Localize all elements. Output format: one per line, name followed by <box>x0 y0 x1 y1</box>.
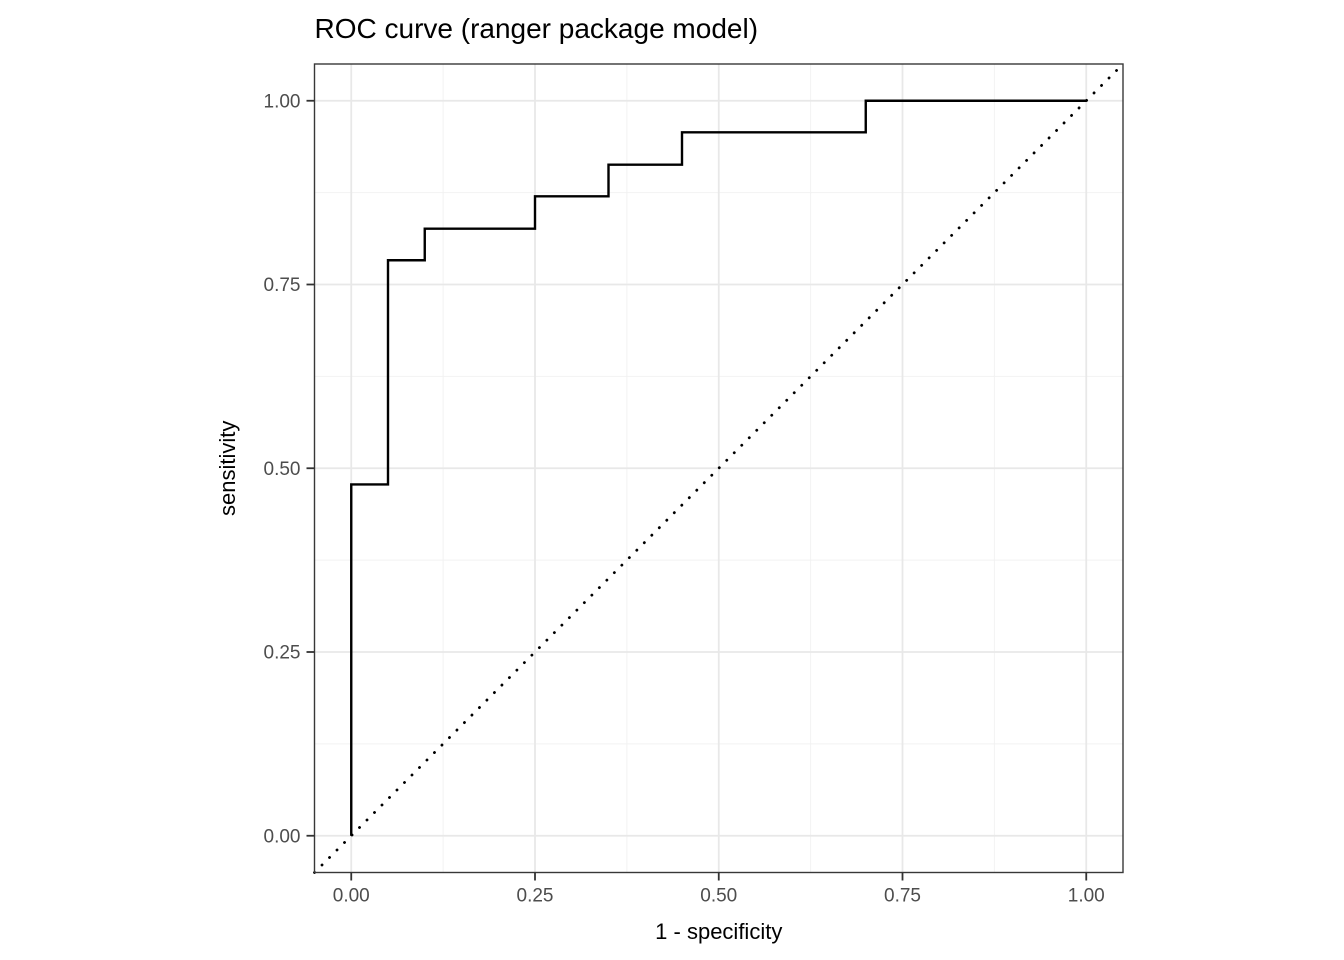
roc-step-curve-line <box>350 99 1087 836</box>
chart-title: ROC curve (ranger package model) <box>315 13 759 44</box>
y-axis-tick-label: 0.00 <box>264 826 301 847</box>
y-axis-tick-label: 0.50 <box>264 459 301 480</box>
series-lines <box>313 62 1125 874</box>
x-axis-tick-label: 0.00 <box>333 886 370 907</box>
y-axis-tick-label: 0.25 <box>264 643 301 664</box>
axis-tick-labels: 0.00 0.25 0.50 0.75 1.00 0.00 0.25 0.50 0.75 1.00 <box>264 91 1105 906</box>
x-axis-tick-label: 0.25 <box>517 886 554 907</box>
y-axis-title: sensitivity <box>215 421 240 516</box>
axis-tick-marks <box>306 99 1088 881</box>
x-axis-title: 1 - specificity <box>655 919 782 944</box>
chance-diagonal-line <box>313 62 1125 874</box>
y-axis-tick-label: 1.00 <box>264 91 301 112</box>
x-axis-tick-label: 0.50 <box>700 886 737 907</box>
x-axis-tick-label: 1.00 <box>1068 886 1105 907</box>
x-axis-tick-label: 0.75 <box>884 886 921 907</box>
y-axis-tick-label: 0.75 <box>264 275 301 296</box>
